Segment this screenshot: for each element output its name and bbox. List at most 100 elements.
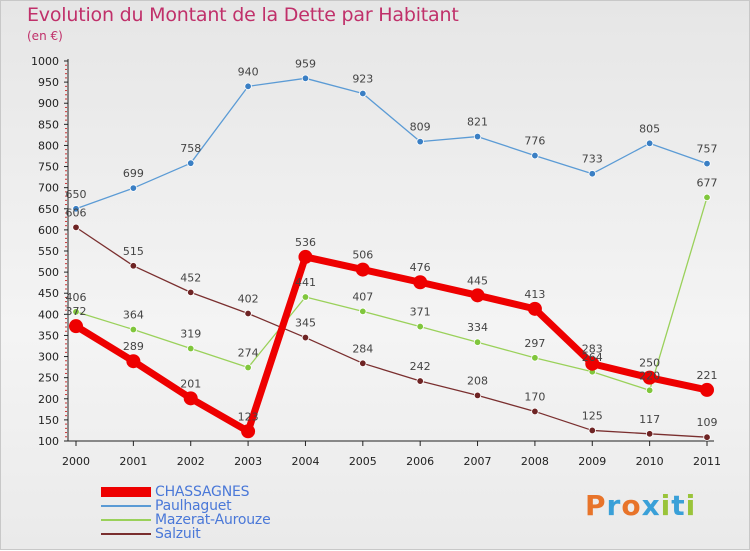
brand-letter: i [685,489,697,522]
data-label: 940 [238,65,259,78]
data-label: 274 [238,347,259,360]
data-point-paulhaguet [473,132,482,141]
data-point-paulhaguet [129,184,138,192]
data-label: 371 [410,306,431,319]
brand-letter: P [585,489,607,522]
data-label: 733 [582,153,603,166]
data-point-mazerat-aurouze [473,338,482,346]
x-tick-label: 2002 [177,455,205,468]
legend-label-chassagnes: CHASSAGNES [155,484,250,500]
data-point-mazerat-aurouze [72,308,80,316]
data-point-salzuit [72,223,80,232]
data-point-salzuit [588,426,596,435]
data-label: 334 [467,321,488,334]
y-tick-label: 800 [38,139,59,152]
data-label: 297 [524,337,545,350]
y-tick-label: 850 [38,118,59,131]
data-label: 289 [123,340,144,353]
data-label: 125 [582,409,603,422]
data-label: 452 [180,271,201,284]
x-tick-label: 2001 [119,455,147,468]
y-tick-label: 350 [38,329,59,342]
y-tick-label: 550 [38,245,59,258]
data-label: 250 [639,357,660,370]
data-point-chassagnes [470,288,485,303]
data-point-mazerat-aurouze [244,363,252,372]
data-label: 221 [697,369,718,382]
data-point-mazerat-aurouze [187,344,195,353]
y-tick-label: 900 [38,97,59,110]
chart-title: Evolution du Montant de la Dette par Hab… [27,4,459,26]
data-label: 372 [66,305,87,318]
data-label: 476 [410,261,431,274]
data-label: 345 [295,317,316,330]
data-label: 699 [123,167,144,180]
data-label: 821 [467,116,488,129]
data-point-chassagnes [700,382,714,397]
data-label: 117 [639,413,660,426]
y-tick-label: 650 [38,203,59,216]
brand-letter: r [606,489,622,522]
x-tick-label: 2009 [578,455,606,468]
data-label: 923 [352,73,373,86]
data-point-chassagnes [183,391,198,406]
data-point-paulhaguet [416,137,424,146]
legend-label-mazerat-aurouze: Mazerat-Aurouze [155,512,271,528]
data-point-chassagnes [241,424,256,439]
data-point-mazerat-aurouze [531,354,539,362]
data-point-salzuit [359,359,367,368]
data-label: 606 [66,206,87,219]
data-label: 220 [639,369,660,382]
data-point-salzuit [301,333,310,342]
x-tick-label: 2004 [291,455,319,468]
data-point-chassagnes [355,262,370,277]
brand-logo: Proxiti [585,489,696,522]
data-label: 515 [123,245,144,258]
data-label: 242 [410,360,431,373]
data-point-chassagnes [126,354,141,369]
x-tick-label: 2010 [636,455,664,468]
brand-letter: t [671,489,686,522]
legend-swatch-paulhaguet [101,505,151,507]
data-label: 445 [467,274,488,287]
data-label: 809 [410,121,431,134]
data-label: 677 [697,176,718,189]
data-label: 536 [295,236,316,249]
series-line-salzuit [75,226,708,438]
data-label: 805 [639,122,660,135]
brand-letter: x [641,489,661,522]
legend-swatch-salzuit [101,533,151,535]
y-tick-label: 600 [38,224,59,237]
chart-subtitle: (en €) [27,29,63,43]
legend-label-paulhaguet: Paulhaguet [155,498,232,514]
data-point-mazerat-aurouze [416,322,424,331]
data-point-salzuit [703,433,711,441]
data-point-mazerat-aurouze [301,293,310,301]
data-label: 283 [582,343,603,356]
data-label: 170 [524,390,545,403]
x-tick-label: 2011 [693,455,721,468]
data-point-salzuit [187,288,195,297]
data-point-chassagnes [527,301,542,316]
data-point-paulhaguet [531,151,539,160]
data-point-paulhaguet [588,170,596,178]
y-tick-label: 400 [38,308,59,321]
data-label: 650 [66,188,87,201]
series-line-chassagnes [72,253,711,435]
legend-swatch-chassagnes [101,487,151,497]
data-point-chassagnes [298,249,313,264]
data-label: 441 [295,276,316,289]
data-point-mazerat-aurouze [129,325,138,334]
data-point-paulhaguet [301,74,310,83]
y-tick-label: 500 [38,266,59,279]
data-label: 264 [582,351,603,364]
brand-letter: o [621,489,642,522]
y-tick-label: 250 [38,372,59,385]
data-point-mazerat-aurouze [359,307,367,316]
series-line-paulhaguet [75,77,708,210]
series-line-mazerat-aurouze [75,196,708,391]
data-point-salzuit [531,407,539,416]
data-point-mazerat-aurouze [645,386,654,395]
